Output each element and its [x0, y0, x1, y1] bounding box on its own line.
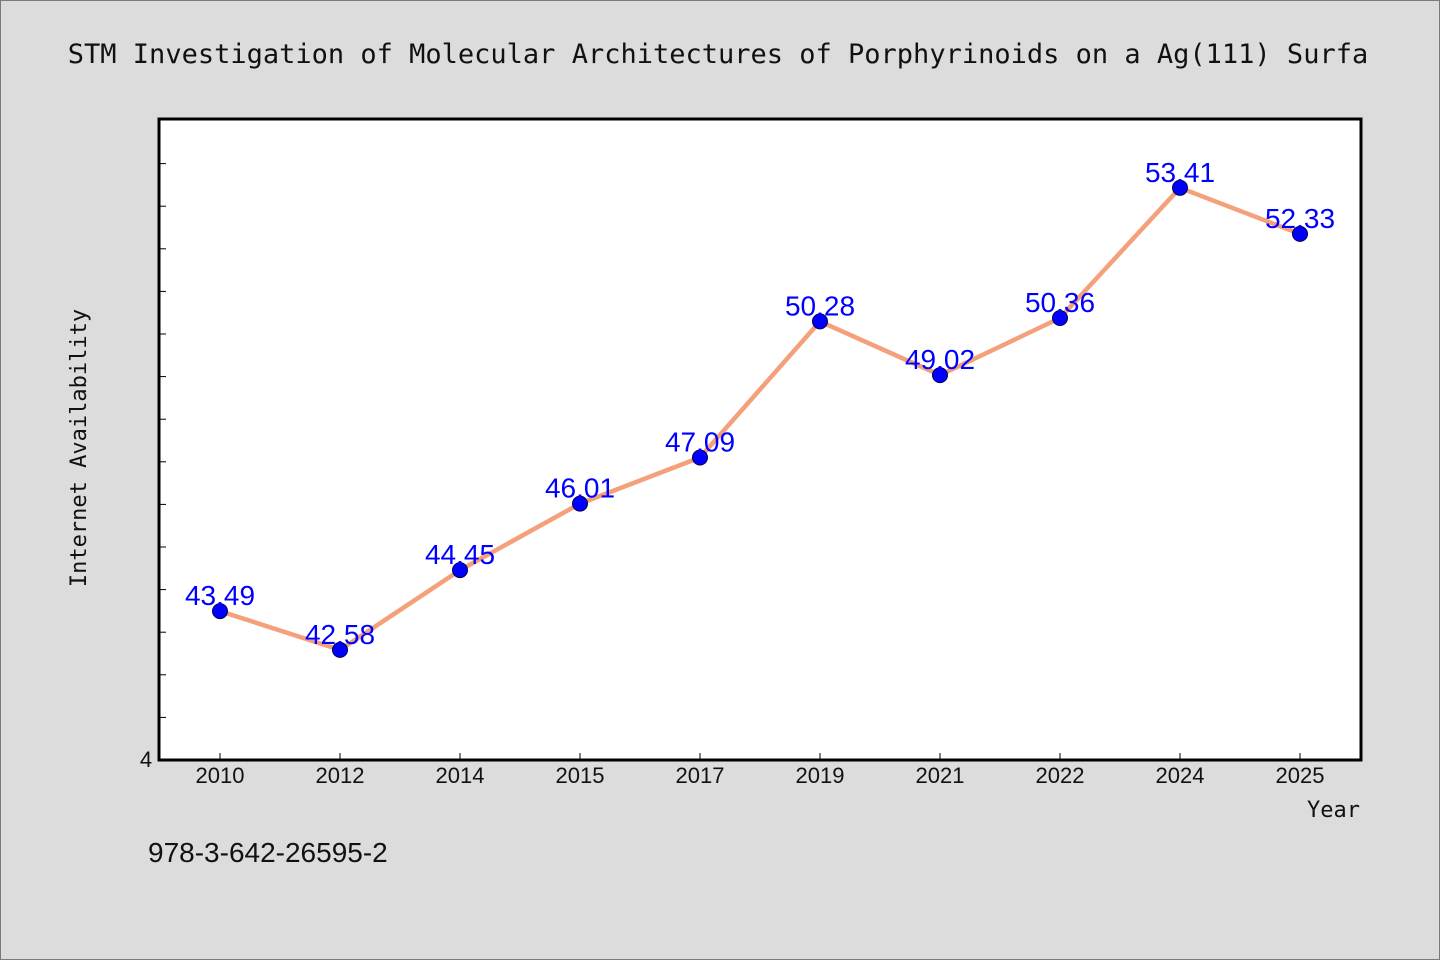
x-axis-tick-labels: 2010 2012 2014 2015 2017 2019 2021 2022 2024 2025	[196, 763, 1325, 788]
data-point-marker	[332, 641, 348, 658]
series-markers	[212, 179, 1308, 658]
x-tick-label: 2017	[676, 763, 725, 788]
x-tick-label: 2025	[1276, 763, 1325, 788]
x-tick-label: 2014	[436, 763, 485, 788]
x-tick-label: 2010	[196, 763, 245, 788]
data-label: 50.28	[785, 290, 855, 321]
x-tick-label: 2024	[1156, 763, 1205, 788]
data-label: 53.41	[1145, 157, 1215, 188]
data-point-marker	[1292, 225, 1308, 242]
data-label: 43.49	[185, 580, 255, 611]
chart-title: STM Investigation of Molecular Architect…	[68, 39, 1368, 70]
series-line	[219, 185, 1301, 653]
data-label: 46.01	[545, 473, 615, 504]
data-point-marker	[572, 495, 588, 512]
x-tick-label: 2012	[316, 763, 365, 788]
data-label: 50.36	[1025, 287, 1095, 318]
plot-area	[157, 117, 1363, 762]
data-label: 49.02	[905, 344, 975, 375]
data-label: 44.45	[425, 539, 495, 570]
x-tick-label: 2021	[916, 763, 965, 788]
x-axis-ticks	[219, 753, 1301, 760]
footer-isbn: 978-3-642-26595-2	[148, 837, 388, 868]
data-label: 52.33	[1265, 203, 1335, 234]
y-axis-ticks	[160, 163, 166, 718]
x-tick-label: 2019	[796, 763, 845, 788]
data-point-marker	[1052, 310, 1068, 326]
x-axis-label: Year	[1307, 798, 1360, 823]
y-axis-label: Internet Availability	[67, 309, 92, 587]
data-label: 47.09	[665, 427, 735, 458]
data-labels: 43.49 42.58 44.45 46.01 47.09 50.28 49.02 50.36…	[185, 157, 1335, 650]
data-point-marker	[932, 367, 948, 384]
data-point-marker	[692, 449, 708, 466]
data-point-marker	[452, 562, 468, 579]
x-tick-label: 2015	[556, 763, 605, 788]
x-tick-label: 2022	[1036, 763, 1085, 788]
data-point-marker	[812, 313, 828, 330]
data-point-marker	[1172, 179, 1188, 196]
y-axis-tick-label: 4	[140, 747, 152, 772]
data-point-marker	[212, 603, 228, 620]
data-label: 42.58	[305, 619, 375, 650]
